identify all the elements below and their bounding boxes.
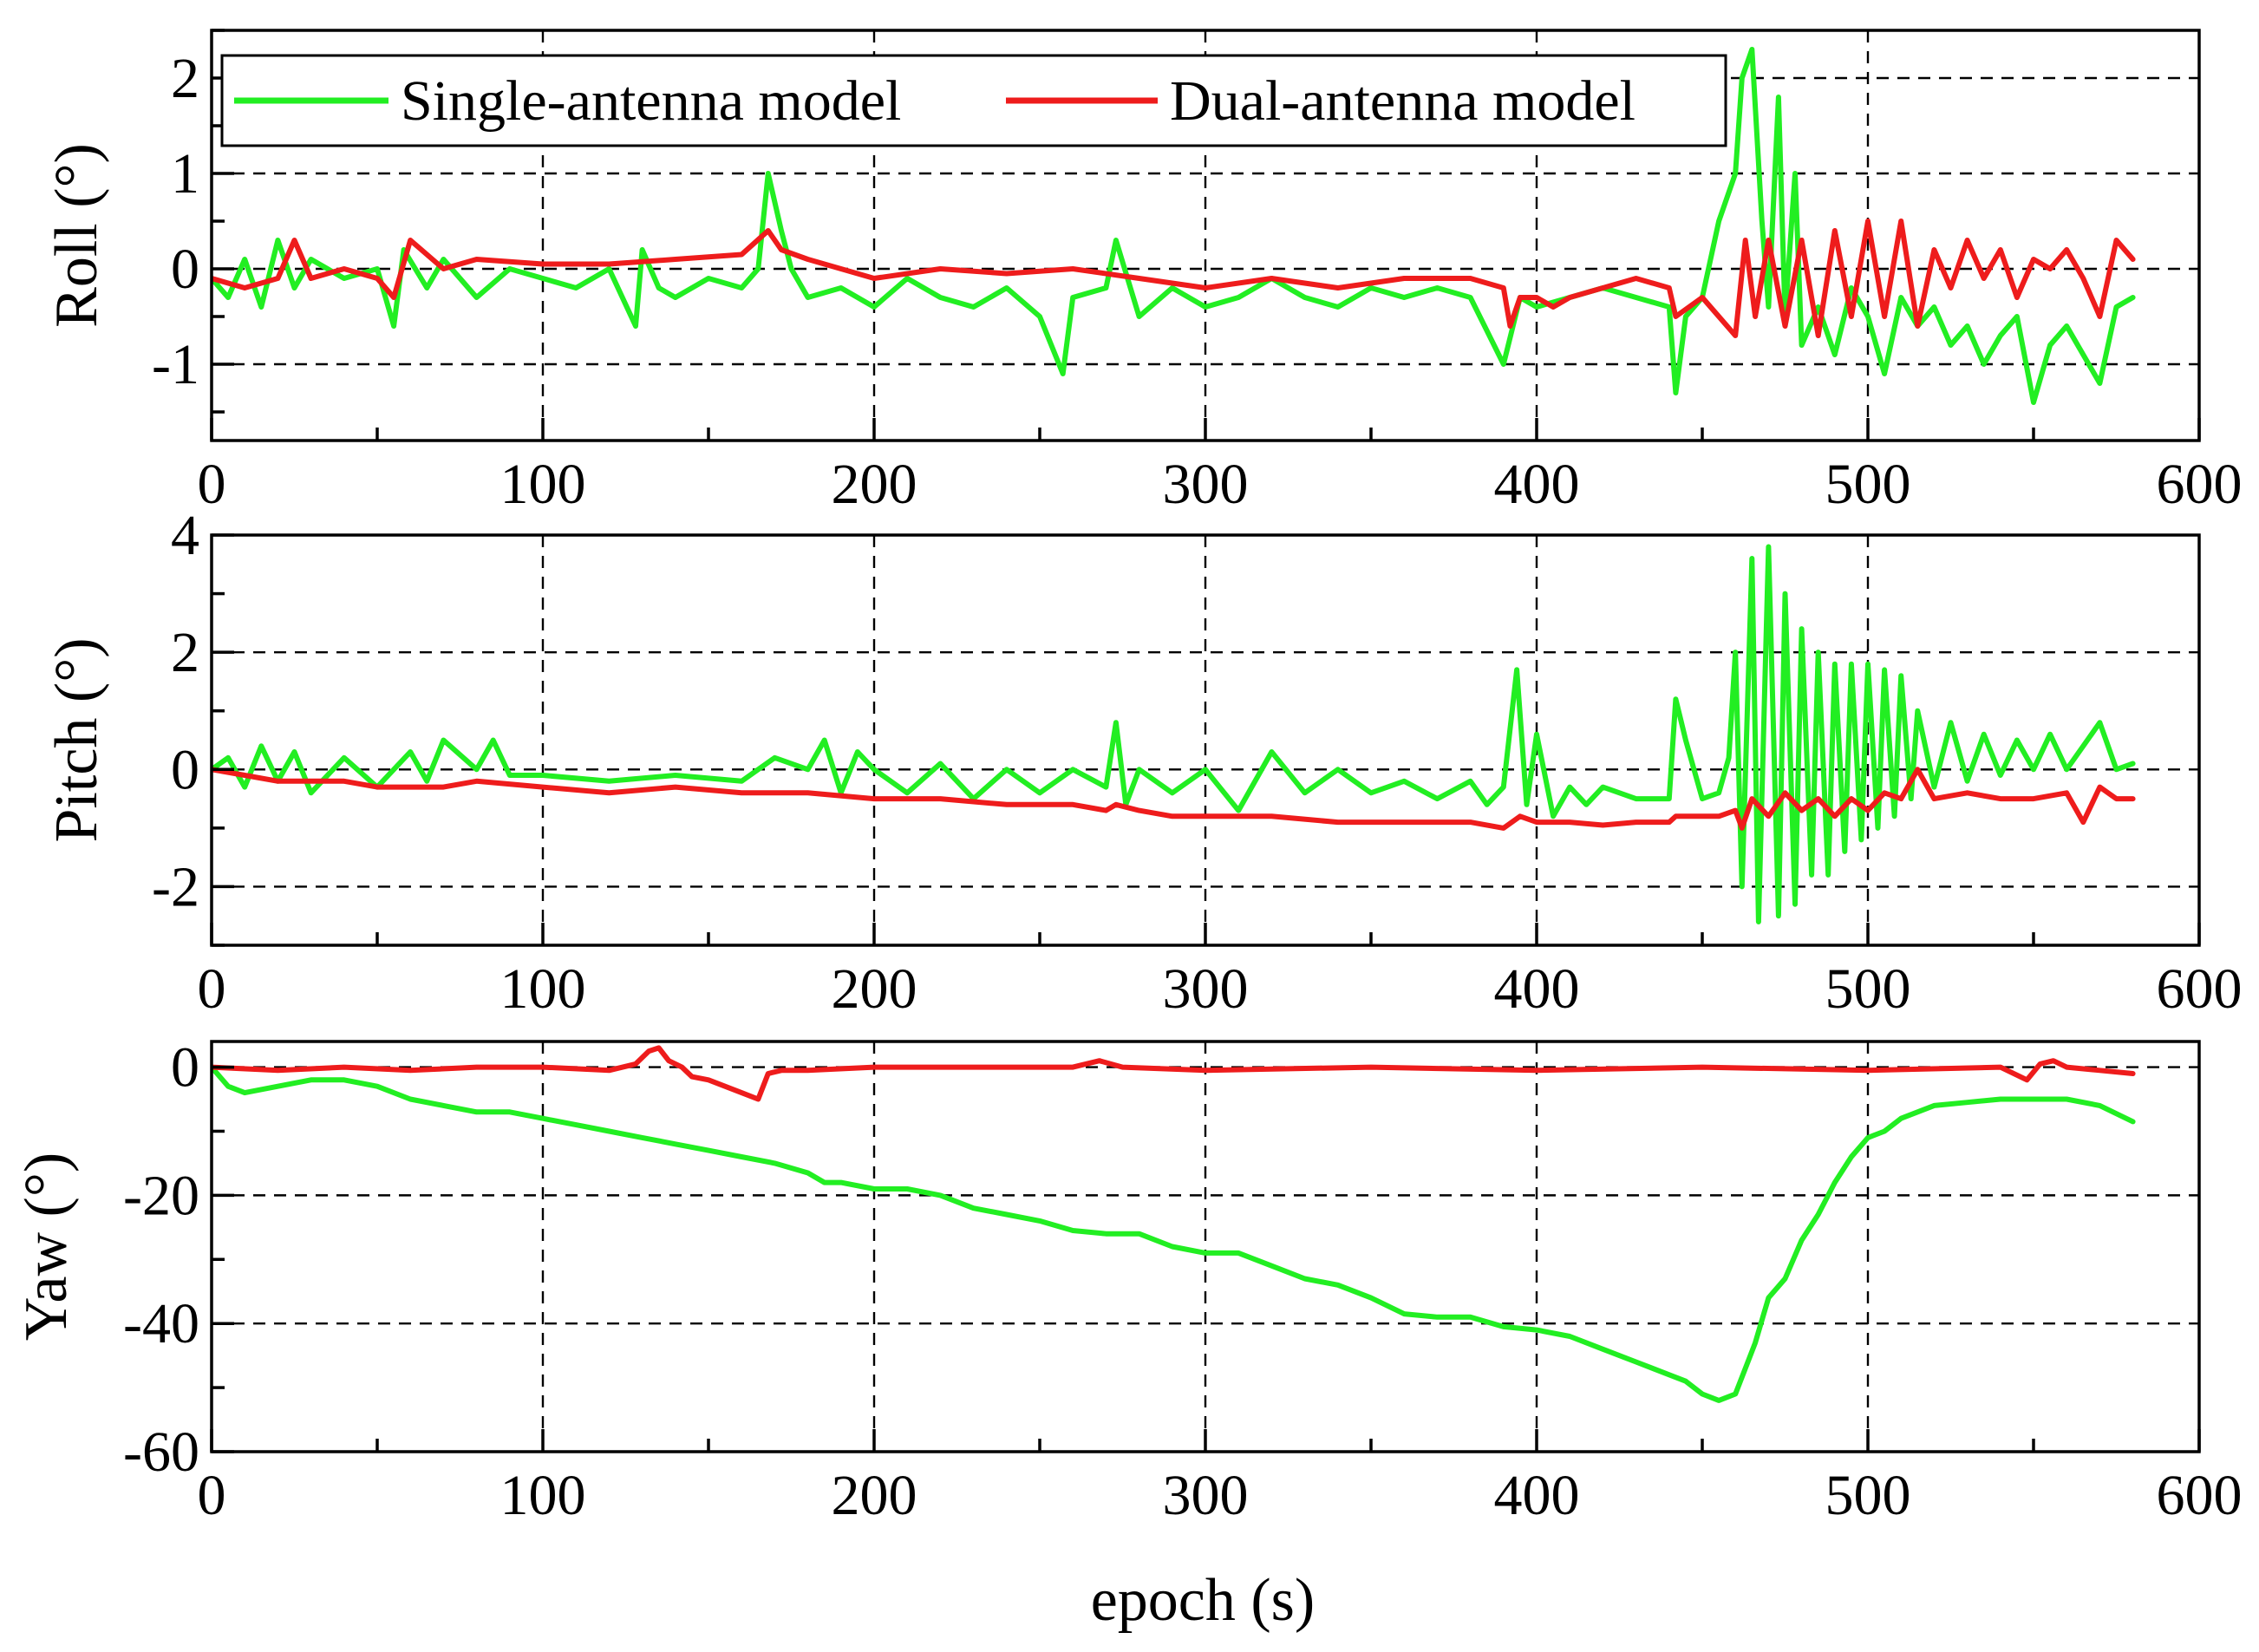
x-tick-label: 100	[500, 453, 586, 516]
x-tick-label: 300	[1163, 1464, 1249, 1527]
series-line-dual	[212, 767, 2136, 831]
plot-frame	[210, 533, 2201, 947]
x-tick-label: 500	[1825, 453, 1911, 516]
x-tick-label: 400	[1494, 453, 1580, 516]
pitch-y-axis-title: Pitch (°)	[43, 637, 110, 842]
x-tick-label: 0	[198, 957, 226, 1021]
x-tick-label: 400	[1494, 957, 1580, 1021]
x-tick-label: 600	[2157, 1464, 2243, 1527]
x-tick-label: 600	[2157, 957, 2243, 1021]
x-axis-title: epoch (s)	[1091, 1567, 1316, 1634]
y-tick-label: -20	[123, 1164, 199, 1227]
y-tick-label: 2	[171, 621, 199, 684]
y-tick-label: 1	[171, 142, 199, 206]
x-tick-label: 300	[1163, 453, 1249, 516]
yaw-y-axis-title: Yaw (°)	[13, 1152, 80, 1341]
x-tick-label: 100	[500, 957, 586, 1021]
y-tick-label: 4	[171, 504, 199, 567]
y-tick-label: -2	[152, 855, 199, 918]
x-tick-label: 300	[1163, 957, 1249, 1021]
x-tick-label: 400	[1494, 1464, 1580, 1527]
pitch-panel: 0 100 200 300 400 500 600 -2 0 2 4 Pitch (°)	[43, 504, 2242, 1021]
legend: Single-antenna model Dual-antenna model	[220, 54, 1727, 147]
x-tick-label: 0	[198, 1464, 226, 1527]
x-tick-label: 500	[1825, 957, 1911, 1021]
legend-box	[220, 54, 1727, 147]
x-tick-label: 200	[832, 453, 917, 516]
y-tick-label: 0	[171, 738, 199, 801]
x-tick-label: 200	[832, 957, 917, 1021]
y-tick-label: 0	[171, 1036, 199, 1100]
y-tick-label: -60	[123, 1420, 199, 1484]
yaw-panel: 0 100 200 300 400 500 600 -60 -40 -20 0 Yaw (°)	[13, 1036, 2242, 1527]
x-tick-label: 0	[198, 453, 226, 516]
series-line-single	[212, 544, 2136, 924]
x-tick-label: 600	[2157, 453, 2243, 516]
series-line-dual	[212, 219, 2136, 338]
legend-label-dual: Dual-antenna model	[1170, 69, 1635, 133]
series-line-dual	[212, 1045, 2136, 1102]
x-tick-label: 200	[832, 1464, 917, 1527]
legend-label-single: Single-antenna model	[401, 69, 901, 133]
y-tick-label: -1	[152, 333, 199, 396]
y-tick-label: 2	[171, 47, 199, 110]
y-tick-label: 0	[171, 238, 199, 301]
plot-frame	[210, 1040, 2201, 1453]
series-line-single	[212, 1064, 2136, 1403]
roll-panel: 0 100 200 300 400 500 600 -1 0 1 2 Roll (°)	[43, 29, 2243, 516]
series-line-single	[212, 47, 2136, 405]
roll-y-axis-title: Roll (°)	[43, 143, 110, 328]
x-tick-label: 500	[1825, 1464, 1911, 1527]
x-tick-label: 100	[500, 1464, 586, 1527]
y-tick-label: -40	[123, 1292, 199, 1355]
